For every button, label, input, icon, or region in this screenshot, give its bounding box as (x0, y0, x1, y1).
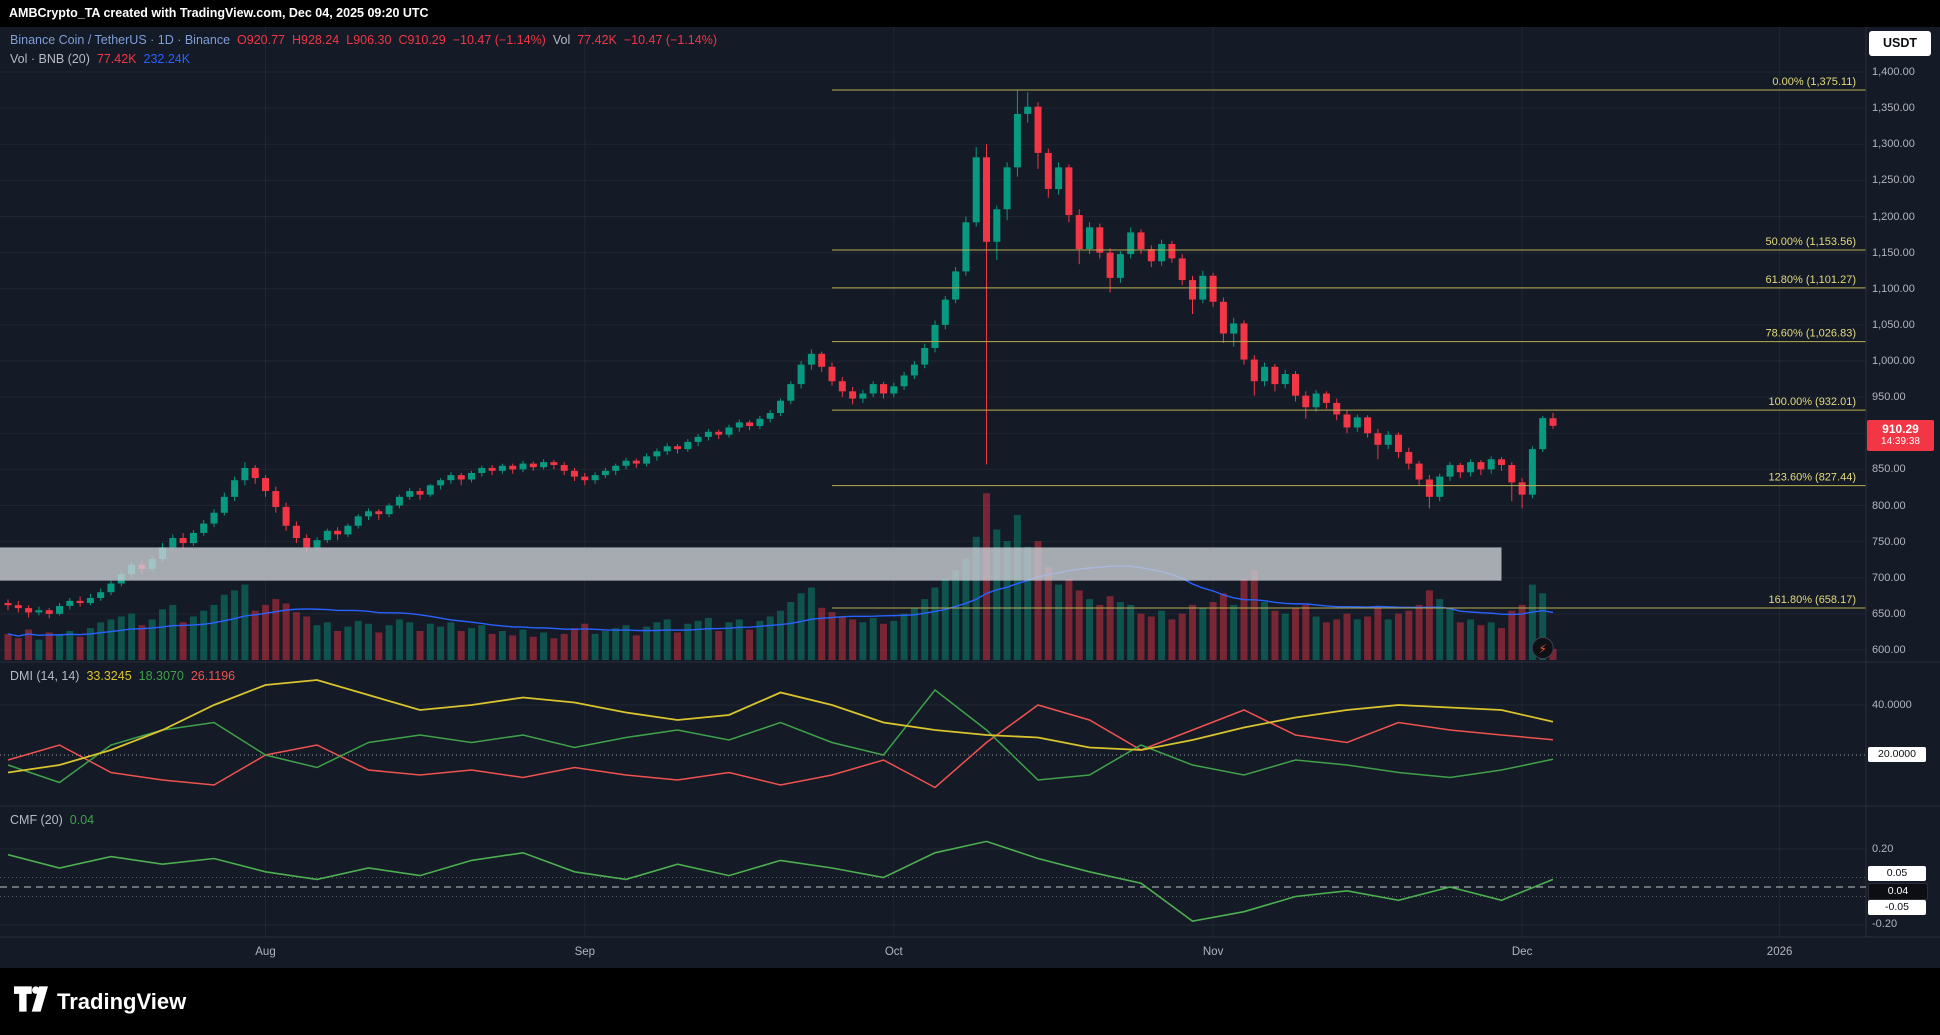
dmi-level-badge: 20.0000 (1868, 747, 1926, 762)
svg-text:⚡: ⚡ (1538, 642, 1546, 656)
cmf-title[interactable]: CMF (20) (10, 813, 63, 827)
fib-label: 78.60% (1,026.83) (1765, 328, 1856, 340)
fib-label: 123.60% (827.44) (1769, 472, 1856, 484)
main-chart-pane[interactable] (0, 27, 1866, 662)
volume-indicator-title[interactable]: Vol · BNB (20) (10, 52, 90, 66)
cmf-tick-bottom: -0.20 (1872, 918, 1898, 930)
fib-label: 50.00% (1,153.56) (1765, 236, 1856, 248)
attribution-bar: AMBCrypto_TA created with TradingView.co… (0, 0, 1940, 27)
vol-label: Vol (552, 33, 571, 47)
ohlc-low: L906.30 (346, 33, 392, 47)
price-change: −10.47 (−1.14%) (452, 33, 546, 47)
volume-indicator-legend: Vol · BNB (20) 77.42K 232.24K (10, 52, 190, 66)
currency-button[interactable]: USDT (1869, 31, 1931, 56)
vol-change: −10.47 (−1.14%) (623, 33, 717, 47)
ohlc-close: C910.29 (398, 33, 446, 47)
bar-countdown: 14:39:38 (1881, 436, 1920, 447)
last-bar-logo-icon (1531, 637, 1554, 659)
cmf-current-badge: 0.04 (1868, 883, 1928, 900)
dmi-title[interactable]: DMI (14, 14) (10, 669, 80, 683)
cmf-legend: CMF (20) 0.04 (10, 813, 94, 827)
footer-bar: TradingView (0, 968, 1940, 1035)
vol-value: 77.42K (577, 33, 617, 47)
last-price-badge: 910.29 14:39:38 (1867, 420, 1934, 451)
tradingview-wordmark: TradingView (57, 988, 187, 1014)
dmi-plus-di-value: 18.3070 (138, 669, 184, 683)
tradingview-logo-icon (14, 985, 48, 1018)
ohlc-open: O920.77 (237, 33, 285, 47)
dmi-tick-label: 40.0000 (1872, 699, 1912, 711)
ohlc-high: H928.24 (292, 33, 340, 47)
dmi-legend: DMI (14, 14) 33.3245 18.3070 26.1196 (10, 669, 235, 683)
cmf-level-badge-neg: -0.05 (1868, 900, 1926, 915)
dmi-pane[interactable] (0, 663, 1866, 806)
symbol-legend: Binance Coin / TetherUS · 1D · Binance O… (10, 33, 717, 47)
time-axis[interactable] (0, 937, 1866, 968)
fib-label: 0.00% (1,375.11) (1772, 76, 1856, 88)
dmi-minus-di-value: 26.1196 (190, 669, 236, 683)
tradingview-logo[interactable]: TradingView (14, 985, 187, 1018)
volume-ma: 232.24K (143, 52, 191, 66)
cmf-level-badge-pos: 0.05 (1868, 866, 1926, 881)
fib-label: 61.80% (1,101.27) (1765, 274, 1856, 286)
price-axis[interactable] (1866, 27, 1940, 937)
last-price: 910.29 (1882, 422, 1919, 436)
symbol-title[interactable]: Binance Coin / TetherUS · 1D · Binance (10, 33, 231, 47)
attribution-text: AMBCrypto_TA created with TradingView.co… (9, 6, 429, 20)
cmf-tick-top: 0.20 (1872, 843, 1894, 855)
fib-label: 100.00% (932.01) (1769, 396, 1856, 408)
volume-current: 77.42K (96, 52, 137, 66)
cmf-value: 0.04 (69, 813, 95, 827)
fib-label: 161.80% (658.17) (1769, 594, 1856, 606)
dmi-adx-value: 33.3245 (86, 669, 132, 683)
cmf-pane[interactable] (0, 807, 1866, 937)
